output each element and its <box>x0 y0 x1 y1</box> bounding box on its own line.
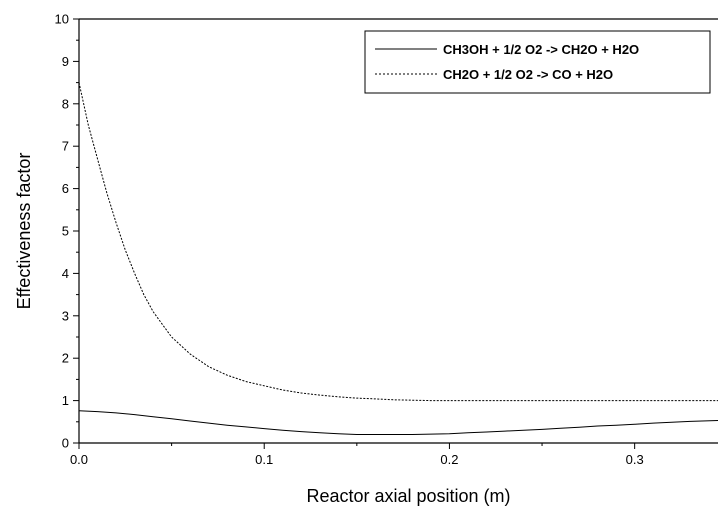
y-tick-label: 9 <box>62 54 69 69</box>
x-tick-label: 0.3 <box>626 452 644 467</box>
y-tick-label: 2 <box>62 351 69 366</box>
x-axis: 0.0 0.1 0.2 0.3 <box>70 443 644 467</box>
x-tick-label: 0.0 <box>70 452 88 467</box>
y-tick-label: 10 <box>55 12 69 27</box>
legend-box <box>364 30 711 94</box>
x-tick-label: 0.2 <box>440 452 458 467</box>
y-axis-title: Effectiveness factor <box>14 153 34 310</box>
y-tick-label: 1 <box>62 393 69 408</box>
series-line-1 <box>78 410 718 435</box>
y-axis: 0 1 2 3 4 5 6 7 8 9 10 <box>55 12 79 451</box>
y-tick-label: 3 <box>62 308 69 323</box>
y-tick-label: 8 <box>62 96 69 111</box>
series-line-2 <box>78 82 718 402</box>
y-tick-label: 4 <box>62 266 69 281</box>
x-axis-title: Reactor axial position (m) <box>306 486 510 506</box>
y-tick-label: 6 <box>62 181 69 196</box>
x-tick-label: 0.1 <box>255 452 273 467</box>
series-layer <box>78 82 718 435</box>
y-tick-label: 5 <box>62 224 69 239</box>
legend: CH3OH + 1/2 O2 -> CH2O + H2O CH2O + 1/2 … <box>364 30 711 94</box>
legend-entry-formaldehyde-oxidation: CH2O + 1/2 O2 -> CO + H2O <box>443 67 613 82</box>
y-tick-label: 0 <box>62 436 69 451</box>
legend-entry-methanol-oxidation: CH3OH + 1/2 O2 -> CH2O + H2O <box>443 42 639 57</box>
y-tick-label: 7 <box>62 139 69 154</box>
